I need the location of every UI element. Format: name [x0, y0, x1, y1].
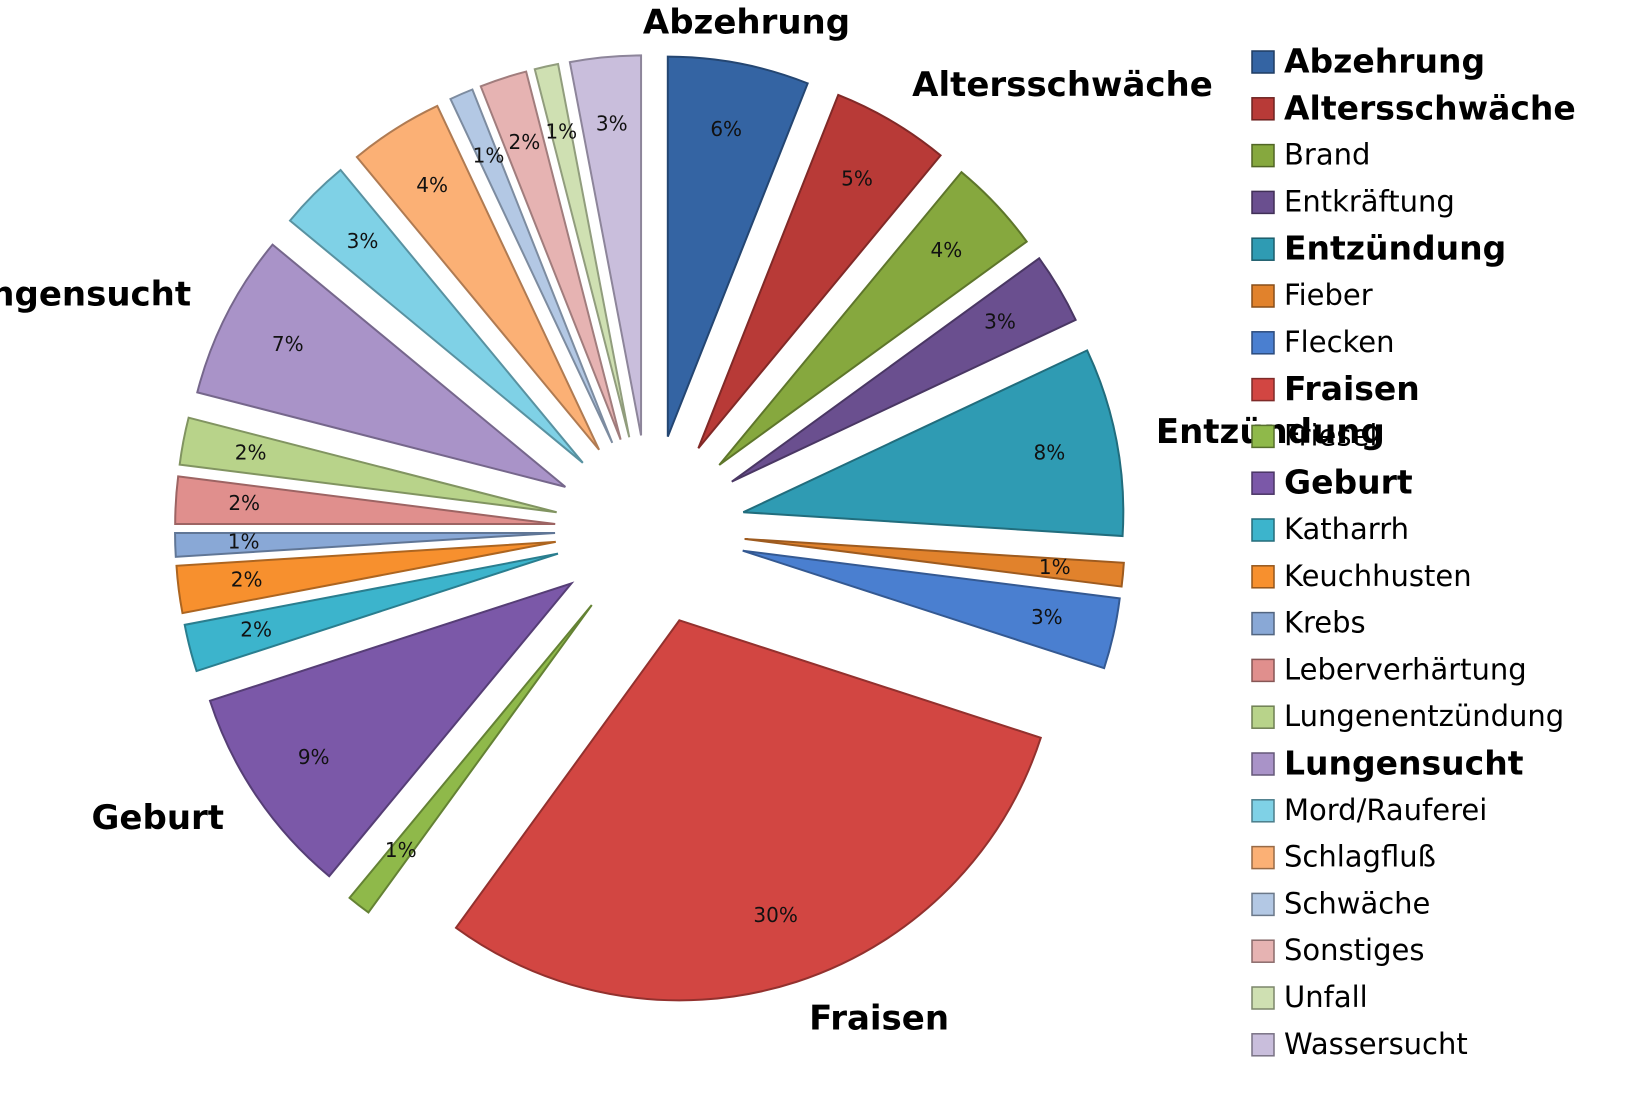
legend-label: Fraisen: [1284, 369, 1420, 408]
pie-slice: [454, 619, 1043, 1002]
legend-label: Katharrh: [1284, 512, 1409, 546]
legend-label: Fieber: [1284, 278, 1373, 312]
pie-slice: [355, 104, 601, 451]
legend-label: Wassersucht: [1284, 1027, 1468, 1061]
pie-slice: [697, 93, 942, 449]
legend-label: Sonstiges: [1284, 933, 1424, 967]
legend-swatch: [1251, 471, 1275, 495]
slice-name: Lungensucht: [0, 275, 191, 315]
legend-label: Leberverhärtung: [1284, 652, 1527, 686]
legend-swatch: [1251, 939, 1275, 963]
pie-slice: [568, 54, 643, 436]
legend-swatch: [1251, 845, 1275, 870]
data-label: 3%: [596, 112, 628, 136]
legend-label: Schwäche: [1284, 886, 1430, 920]
slice-name: Fraisen: [809, 998, 949, 1038]
pie-slice: [288, 168, 584, 464]
data-label: 3%: [984, 310, 1016, 334]
legend-swatch: [1251, 565, 1275, 589]
legend-label: Entzündung: [1284, 229, 1506, 268]
data-label: 1%: [1039, 555, 1071, 579]
legend-label: Lungenentzündung: [1284, 699, 1564, 733]
pie-slice: [731, 256, 1077, 483]
legend-swatch: [1251, 190, 1275, 215]
legend-swatch: [1251, 331, 1275, 355]
legend-label: Entkräftung: [1284, 184, 1455, 218]
pie-slice: [196, 243, 566, 488]
pie-slice: [175, 540, 556, 615]
data-label: 4%: [416, 173, 448, 197]
legend-swatch: [1251, 658, 1275, 683]
legend-label: Keuchhusten: [1284, 559, 1472, 593]
pie-slice: [742, 549, 1121, 670]
data-label: 2%: [240, 618, 272, 642]
legend-swatch: [1251, 424, 1275, 449]
pie-slice: [666, 55, 809, 438]
data-label: 2%: [235, 440, 267, 464]
legend-label: Unfall: [1284, 980, 1368, 1014]
pie-slice: [348, 604, 593, 914]
slice-name: Abzehrung: [643, 3, 850, 43]
data-label: 1%: [385, 838, 417, 862]
legend-swatch: [1251, 50, 1275, 74]
data-label: 7%: [272, 332, 304, 356]
data-label: 4%: [931, 238, 963, 262]
data-label: 3%: [1031, 605, 1063, 629]
legend-swatch: [1251, 752, 1275, 776]
data-label: 2%: [508, 130, 540, 154]
legend-label: Lungensucht: [1284, 744, 1524, 783]
legend-swatch: [1251, 1033, 1275, 1057]
legend-label: Abzehrung: [1284, 42, 1485, 81]
slice-name: Altersschwäche: [912, 65, 1213, 105]
legend-label: Friesel: [1284, 418, 1377, 452]
legend-swatch: [1251, 799, 1275, 823]
data-label: 1%: [228, 529, 260, 553]
pie-slice: [208, 581, 575, 878]
legend-swatch: [1251, 377, 1275, 402]
legend-swatch: [1251, 986, 1275, 1010]
pie-slice: [744, 537, 1125, 588]
legend-swatch: [1251, 705, 1275, 729]
legend-swatch: [1251, 284, 1275, 308]
data-label: 1%: [545, 120, 577, 144]
legend-swatch: [1251, 143, 1275, 168]
data-label: 6%: [710, 117, 742, 141]
slice-name: Geburt: [92, 798, 225, 838]
legend-label: Altersschwäche: [1284, 88, 1576, 127]
legend-swatch: [1251, 611, 1275, 636]
data-label: 2%: [231, 567, 263, 591]
pie-slice: [533, 62, 631, 438]
pie-slice: [174, 531, 556, 558]
data-label: 1%: [473, 143, 505, 167]
data-label: 2%: [228, 491, 260, 515]
pie-slice: [479, 70, 622, 441]
pie-slice: [449, 88, 614, 444]
data-label: 8%: [1034, 440, 1066, 464]
pie-slice: [718, 170, 1029, 466]
legend-label: Geburt: [1284, 463, 1413, 502]
legend-label: Mord/Rauferei: [1284, 793, 1487, 827]
pie-slice: [178, 416, 557, 514]
legend-swatch: [1251, 518, 1275, 542]
data-label: 3%: [347, 229, 379, 253]
pie-slice: [742, 349, 1125, 538]
legend-swatch: [1251, 237, 1275, 261]
legend-label: Brand: [1284, 138, 1370, 172]
legend-label: Krebs: [1284, 606, 1366, 640]
legend-label: Flecken: [1284, 325, 1395, 359]
legend-label: Schlagfluß: [1284, 840, 1436, 874]
data-label: 9%: [298, 745, 330, 769]
data-label: 30%: [753, 903, 797, 927]
data-label: 5%: [841, 167, 873, 191]
legend-swatch: [1251, 97, 1275, 121]
pie-slice: [174, 475, 556, 526]
legend-swatch: [1251, 892, 1275, 917]
pie-slice: [183, 552, 559, 673]
